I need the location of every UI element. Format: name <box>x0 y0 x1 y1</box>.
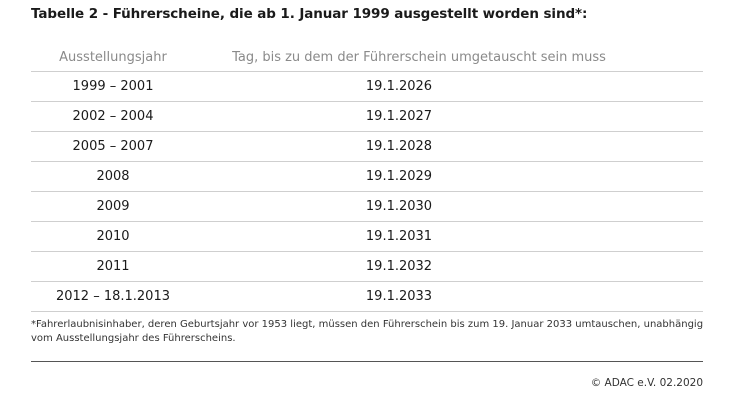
cell-deadline: 19.1.2027 <box>195 101 703 132</box>
page-title: Tabelle 2 - Führerscheine, die ab 1. Jan… <box>31 6 588 22</box>
cell-deadline: 19.1.2032 <box>195 251 703 282</box>
cell-year: 2009 <box>31 191 195 222</box>
cell-deadline: 19.1.2029 <box>195 161 703 192</box>
table-row: 2008 19.1.2029 <box>31 161 703 192</box>
cell-deadline: 19.1.2030 <box>195 191 703 222</box>
table-row: 2002 – 2004 19.1.2027 <box>31 101 703 132</box>
table-row: 2012 – 18.1.2013 19.1.2033 <box>31 281 703 312</box>
cell-deadline: 19.1.2033 <box>195 281 703 312</box>
cell-year: 2008 <box>31 161 195 192</box>
cell-year: 2010 <box>31 221 195 252</box>
table-row: 2009 19.1.2030 <box>31 191 703 222</box>
table-row: 2010 19.1.2031 <box>31 221 703 252</box>
table-header-row: Ausstellungsjahr Tag, bis zu dem der Füh… <box>31 44 703 72</box>
cell-year: 2012 – 18.1.2013 <box>31 281 195 312</box>
cell-year: 2005 – 2007 <box>31 131 195 162</box>
cell-deadline: 19.1.2028 <box>195 131 703 162</box>
copyright: © ADAC e.V. 02.2020 <box>590 377 703 389</box>
header-deadline: Tag, bis zu dem der Führerschein umgetau… <box>195 44 703 72</box>
cell-deadline: 19.1.2026 <box>195 71 703 102</box>
divider <box>31 361 703 362</box>
footnote: *Fahrerlaubnisinhaber, deren Geburtsjahr… <box>31 319 704 344</box>
deadline-table: Ausstellungsjahr Tag, bis zu dem der Füh… <box>31 44 703 312</box>
cell-year: 1999 – 2001 <box>31 71 195 102</box>
cell-year: 2011 <box>31 251 195 282</box>
table-row: 1999 – 2001 19.1.2026 <box>31 71 703 102</box>
table-row: 2011 19.1.2032 <box>31 251 703 282</box>
cell-deadline: 19.1.2031 <box>195 221 703 252</box>
cell-year: 2002 – 2004 <box>31 101 195 132</box>
table-row: 2005 – 2007 19.1.2028 <box>31 131 703 162</box>
header-year: Ausstellungsjahr <box>31 44 195 72</box>
